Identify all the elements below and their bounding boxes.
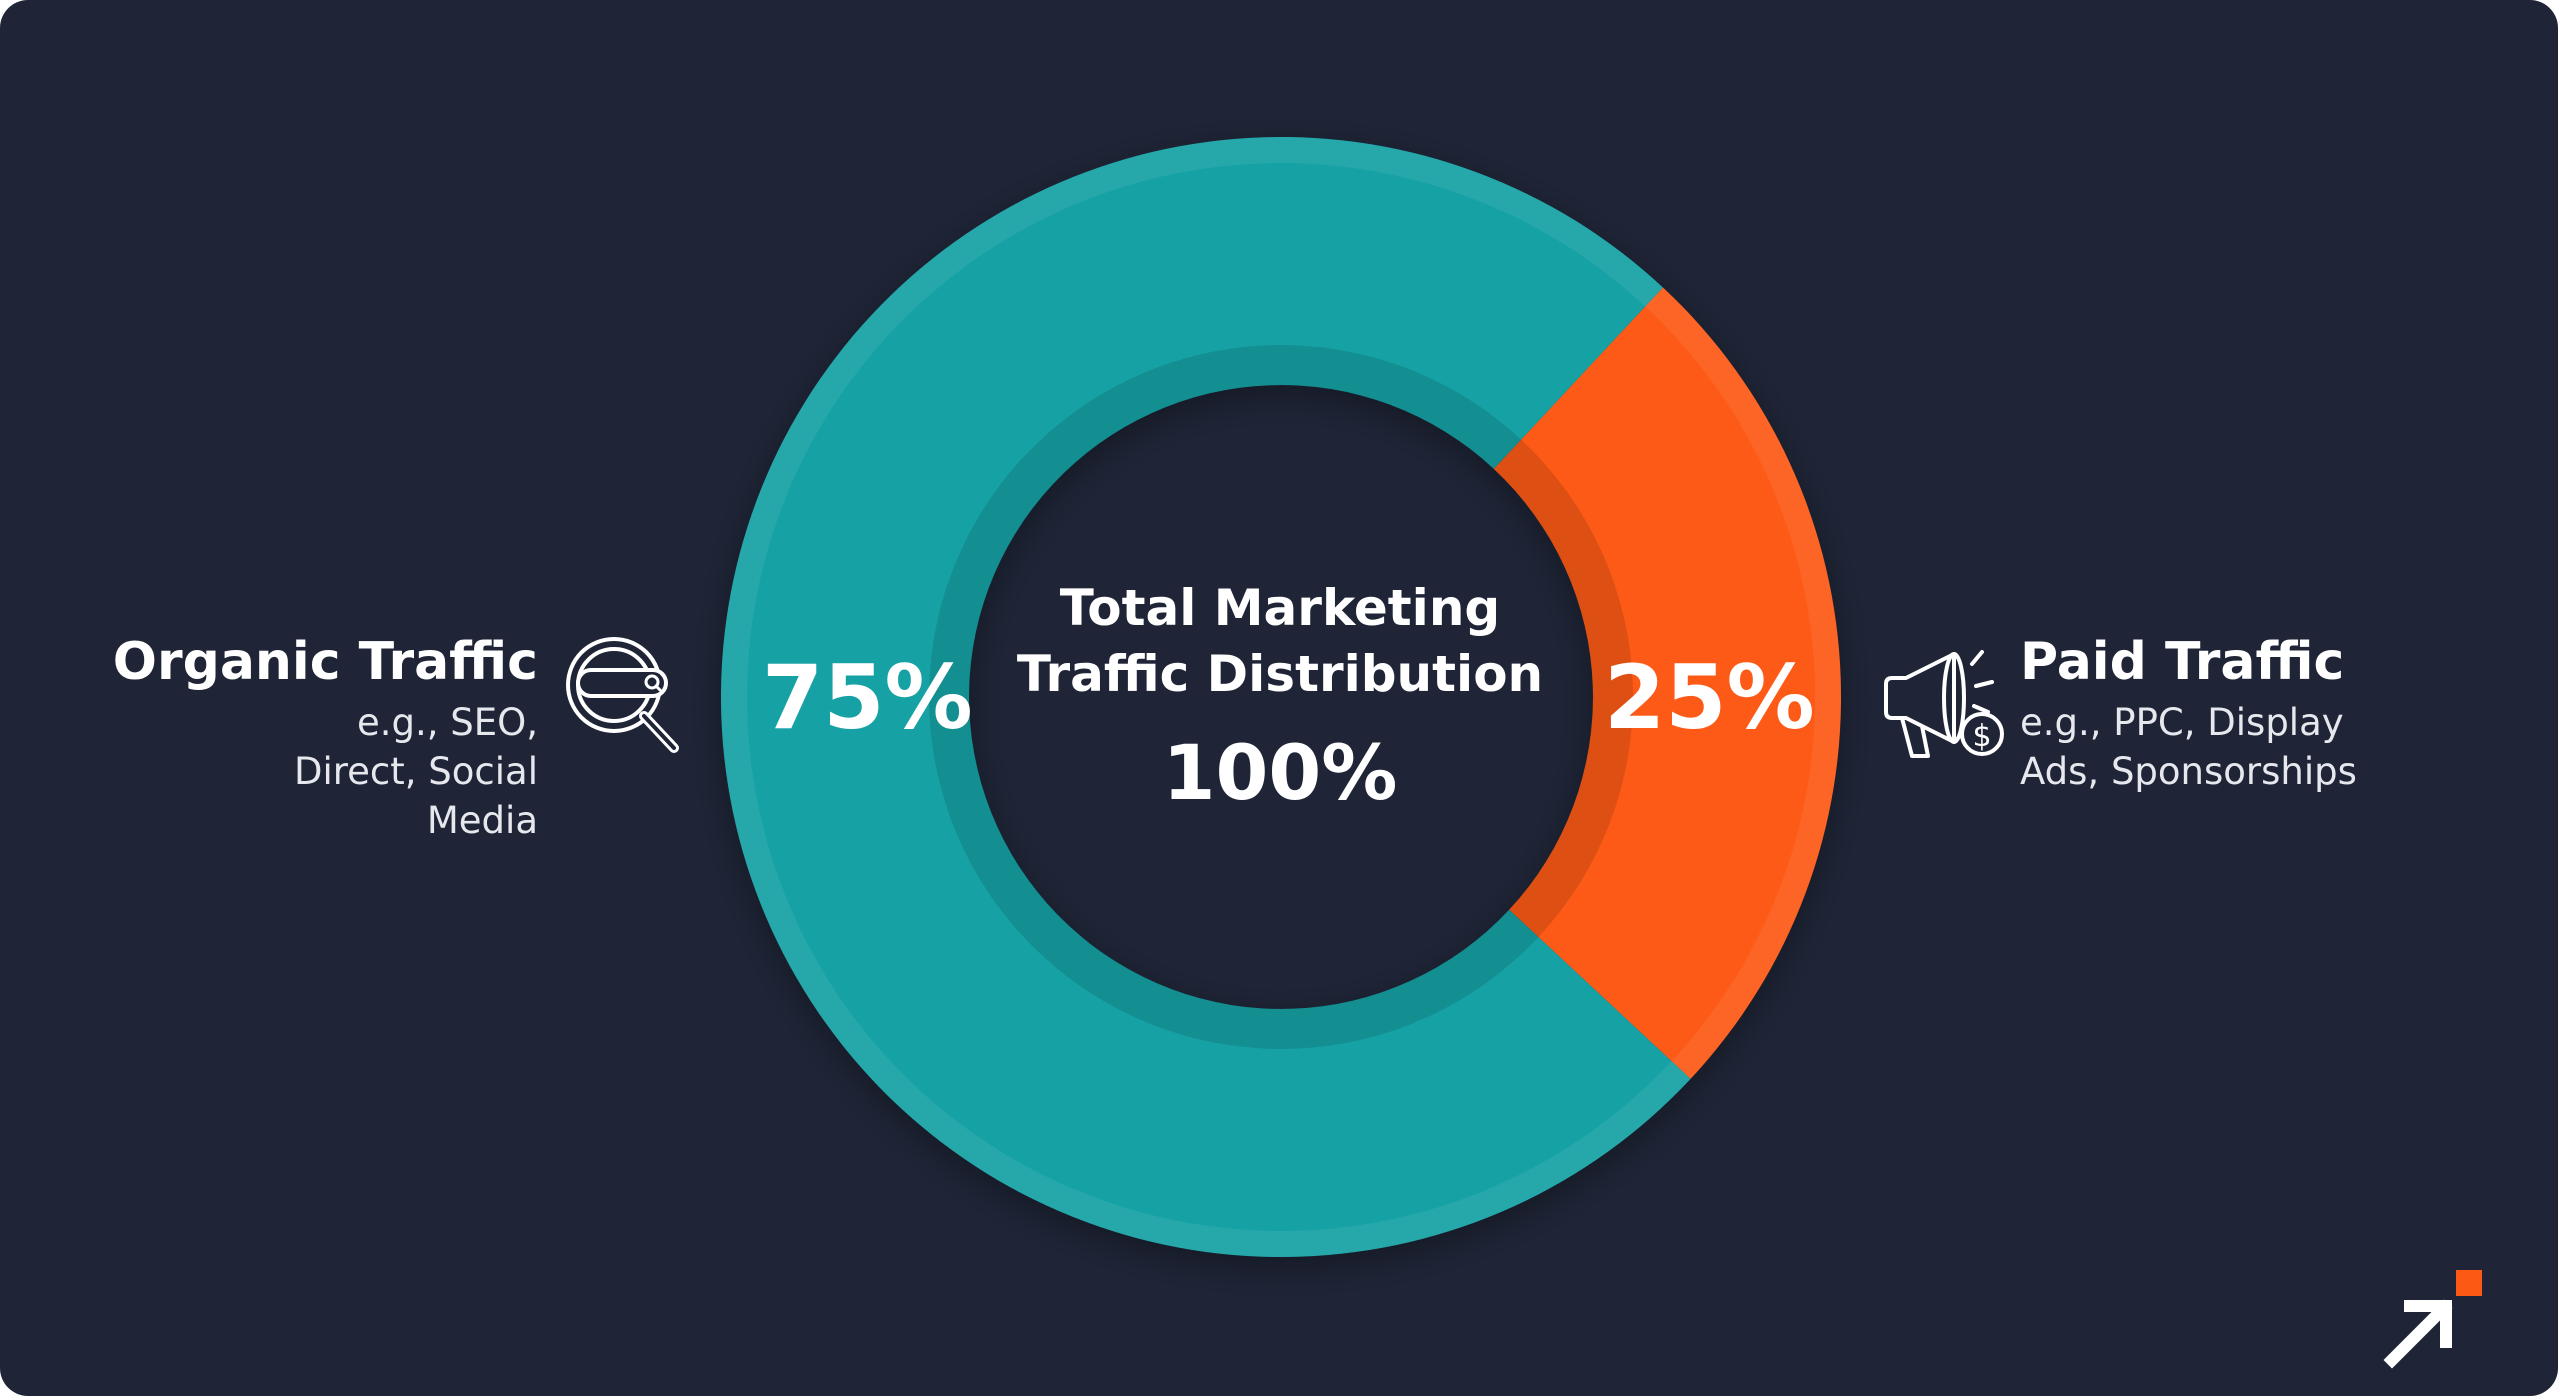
- arrow-up-right-logo-icon: [2383, 1270, 2482, 1369]
- donut-rim-inner-organic: [928, 344, 1539, 1049]
- chart-total-label: 100%: [1162, 728, 1398, 817]
- legend-paid-title: Paid Traffic: [2020, 632, 2345, 692]
- donut-slice-organic: [721, 137, 1691, 1257]
- megaphone-dollar-icon: $: [1884, 650, 2004, 758]
- organic-percent-label: 75%: [762, 646, 973, 749]
- magnifier-search-icon: [566, 637, 679, 753]
- legend-organic: Organic Traffic e.g., SEO, Direct, Socia…: [60, 628, 538, 845]
- legend-organic-title: Organic Traffic: [112, 632, 538, 692]
- legend-organic-description: e.g., SEO, Direct, Social Media: [293, 701, 538, 842]
- donut-rim-outer-paid: [1645, 287, 1841, 1079]
- legend-paid: Paid Traffic e.g., PPC, Display Ads, Spo…: [2020, 628, 2440, 796]
- donut-rim-inner-paid: [1493, 439, 1633, 938]
- paid-percent-label: 25%: [1604, 646, 1815, 749]
- chart-title: Total Marketing Traffic Distribution: [1016, 579, 1544, 703]
- svg-text:$: $: [1972, 719, 1991, 754]
- legend-paid-description: e.g., PPC, Display Ads, Sponsorships: [2020, 701, 2357, 793]
- donut-rim-outer-organic: [721, 137, 1691, 1257]
- donut-slice-paid: [1493, 287, 1841, 1079]
